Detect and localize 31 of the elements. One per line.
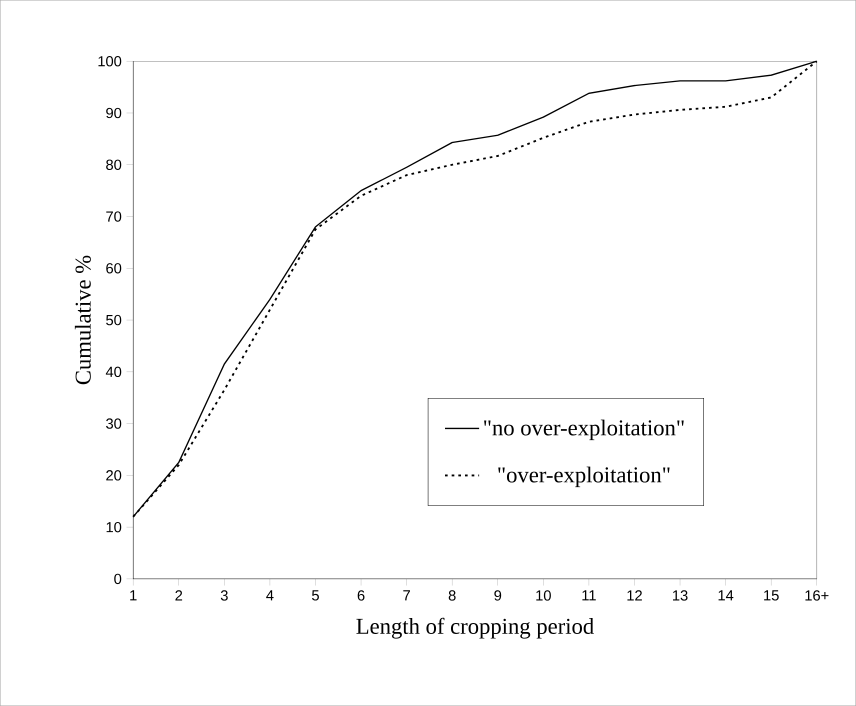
y-tick-label: 10 — [106, 522, 122, 532]
y-tick-label: 90 — [106, 108, 122, 118]
x-tick-label: 6 — [358, 590, 364, 601]
y-tick-label: 20 — [106, 470, 122, 481]
x-tick-label: 7 — [403, 590, 410, 600]
x-tick-label: 13 — [673, 590, 688, 601]
x-tick-label: 12 — [627, 590, 642, 600]
x-tick-label: 16+ — [805, 590, 828, 601]
y-tick-label: 60 — [106, 263, 122, 274]
y-axis-title: Cumulative % — [74, 256, 91, 384]
y-tick-label: 70 — [106, 211, 122, 222]
y-tick-label: 0 — [114, 574, 122, 584]
x-tick-label: 11 — [582, 590, 596, 600]
x-tick-label: 5 — [312, 590, 319, 600]
x-tick-label: 15 — [764, 590, 779, 600]
x-axis-title: Length of cropping period — [356, 618, 594, 639]
y-tick-label: 50 — [106, 314, 122, 326]
y-tick-label: 100 — [98, 56, 122, 66]
legend-label: "no over-exploitation" — [484, 420, 684, 440]
y-tick-label: 80 — [106, 160, 122, 170]
x-tick-label: 1 — [130, 590, 137, 600]
x-tick-label: 9 — [494, 590, 502, 601]
legend-label: "over-exploitation" — [498, 466, 670, 488]
x-tick-label: 14 — [718, 590, 734, 600]
x-tick-label: 10 — [536, 590, 551, 601]
x-tick-label: 4 — [266, 590, 274, 600]
y-tick-label: 40 — [106, 366, 122, 377]
x-tick-label: 3 — [220, 590, 228, 601]
x-tick-label: 2 — [175, 590, 182, 600]
x-tick-label: 8 — [448, 590, 456, 601]
y-tick-label: 30 — [106, 418, 122, 429]
